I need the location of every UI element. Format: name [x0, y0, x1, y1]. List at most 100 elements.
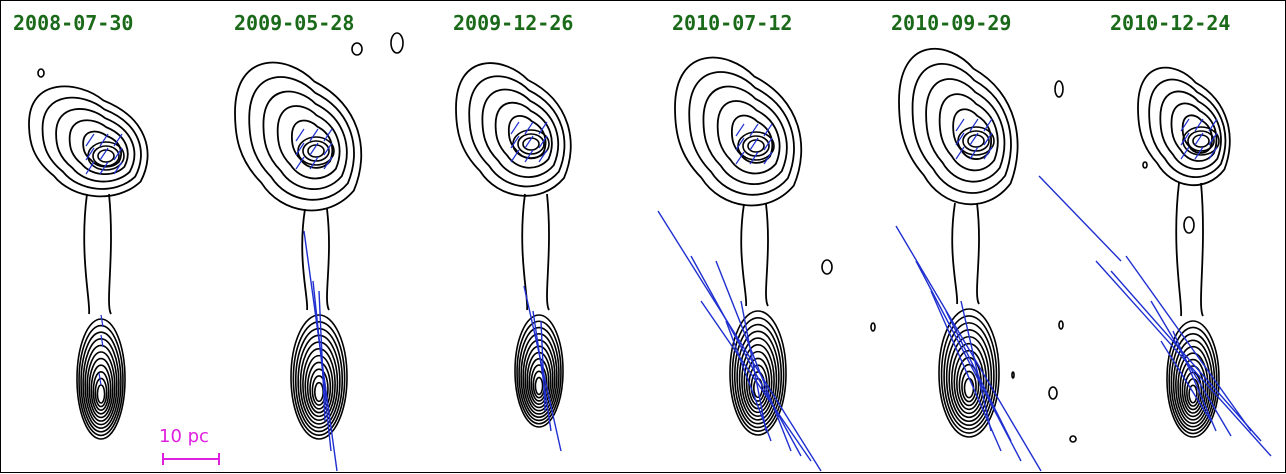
polarization-tick	[735, 123, 745, 137]
polarization-tick	[983, 146, 993, 160]
halo-peak-contour	[962, 130, 990, 152]
contour-panel-5	[895, 48, 1122, 472]
noise-contour	[390, 32, 404, 54]
halo-contour	[68, 119, 129, 175]
halo-contour	[688, 71, 795, 196]
halo-contour	[716, 100, 781, 175]
polarization-tick	[538, 135, 548, 149]
polarization-tick	[295, 142, 305, 156]
polarization-tick	[969, 146, 979, 160]
noise-contour	[1142, 161, 1148, 169]
polarization-tick	[1208, 146, 1218, 160]
noise-contour	[1183, 216, 1195, 234]
core-contour	[78, 324, 124, 437]
core-contour	[292, 320, 346, 437]
core-contour	[96, 384, 106, 404]
core-contour	[1170, 333, 1216, 431]
halo-peak-contour	[302, 140, 330, 162]
core-contour	[82, 337, 120, 429]
polarization-tick	[295, 128, 305, 142]
polarization-tick	[538, 121, 548, 135]
polarization-vector	[1038, 175, 1122, 262]
polarization-tick	[113, 147, 123, 161]
halo-contour	[1148, 78, 1227, 179]
polarization-vector	[1125, 255, 1252, 432]
halo-contour	[234, 61, 363, 212]
core-contour	[1166, 320, 1220, 438]
noise-contour	[870, 322, 876, 332]
core-contour	[958, 363, 980, 407]
core-contour	[80, 331, 122, 433]
polarization-vector	[657, 210, 822, 472]
polarization-tick	[735, 137, 745, 151]
core-contour	[520, 332, 558, 419]
polarization-tick	[763, 123, 773, 137]
polarization-tick	[763, 137, 773, 151]
core-contour	[534, 376, 544, 396]
core-contour	[306, 361, 332, 414]
core-contour	[943, 322, 995, 430]
core-contour	[88, 357, 114, 419]
polarization-vector	[895, 225, 1042, 472]
noise-contour	[821, 259, 833, 275]
contour-panel-4	[657, 56, 822, 472]
halo-contour	[248, 76, 355, 201]
polarization-vector	[960, 300, 992, 432]
core-contour	[731, 316, 785, 433]
core-contour	[938, 308, 1000, 438]
halo-contour	[1170, 102, 1218, 162]
halo-contour	[674, 56, 803, 207]
bridge-contour	[83, 193, 91, 315]
polarization-tick	[510, 135, 520, 149]
halo-contour	[898, 48, 1019, 206]
bridge-contour	[1175, 182, 1183, 317]
core-contour	[290, 314, 348, 440]
core-contour	[313, 381, 324, 403]
polarization-tick	[983, 118, 993, 132]
core-contour	[76, 318, 126, 440]
polarization-tick	[983, 132, 993, 146]
epoch-label-1: 2008-07-30	[13, 11, 134, 35]
bridge-contour	[976, 202, 980, 305]
bridge-contour	[326, 208, 330, 311]
polarization-vector	[1160, 340, 1212, 422]
core-contour	[743, 350, 773, 414]
core-contour	[950, 342, 988, 419]
noise-contour	[1048, 386, 1058, 400]
core-contour	[736, 330, 780, 425]
core-contour	[963, 377, 975, 399]
core-contour	[94, 377, 108, 408]
core-contour	[745, 357, 771, 410]
core-contour	[84, 344, 118, 426]
polarization-tick	[100, 314, 104, 328]
polarization-tick	[1208, 132, 1218, 146]
core-contour	[1168, 326, 1218, 435]
epoch-label-6: 2010-12-24	[1110, 11, 1231, 35]
core-contour	[729, 310, 787, 436]
halo-contour	[938, 93, 999, 172]
halo-contour	[1159, 90, 1222, 170]
epoch-label-3: 2009-12-26	[453, 11, 574, 35]
halo-peak-contour	[92, 145, 120, 167]
bridge-contour	[1200, 182, 1204, 317]
epoch-label-2: 2009-05-28	[234, 11, 355, 35]
polarization-tick	[99, 161, 109, 175]
core-contour	[92, 370, 110, 411]
core-contour	[304, 354, 334, 418]
core-contour	[302, 348, 336, 421]
polarization-tick	[749, 137, 759, 151]
polarization-tick	[524, 135, 534, 149]
halo-contour	[481, 88, 560, 178]
halo-contour	[911, 63, 1012, 194]
core-contour	[90, 364, 112, 415]
polarization-tick	[323, 142, 333, 156]
polarization-tick	[113, 133, 123, 147]
polarization-vector	[740, 300, 767, 432]
polarization-vector	[540, 320, 546, 412]
polarization-tick	[524, 121, 534, 135]
polarization-tick	[1180, 132, 1190, 146]
contour-panel-2	[234, 61, 363, 472]
core-contour	[309, 368, 329, 410]
polarization-vector	[715, 260, 792, 452]
